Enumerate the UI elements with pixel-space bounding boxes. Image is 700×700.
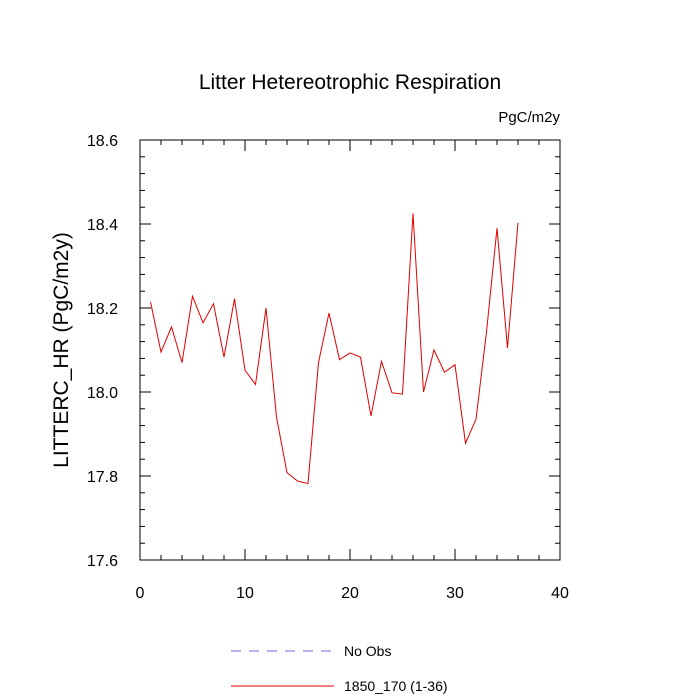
y-tick-label: 17.8 <box>87 469 118 486</box>
x-tick-label: 10 <box>236 585 254 602</box>
x-tick-label: 0 <box>136 585 145 602</box>
y-tick-label: 18.2 <box>87 301 118 318</box>
y-tick-label: 18.6 <box>87 133 118 150</box>
plot-frame <box>139 139 561 561</box>
y-tick-label: 18.0 <box>87 385 118 402</box>
x-tick-label: 20 <box>341 585 359 602</box>
chart-title: Litter Hetereotrophic Respiration <box>199 71 501 94</box>
x-tick-label: 40 <box>551 585 569 602</box>
x-tick-label: 30 <box>446 585 464 602</box>
y-tick-label: 18.4 <box>87 217 118 234</box>
y-tick-label: 17.6 <box>87 553 118 570</box>
units-label: PgC/m2y <box>498 109 560 126</box>
axis-ticks <box>139 139 561 561</box>
legend-label: 1850_170 (1-36) <box>344 678 448 694</box>
legend: No Obs 1850_170 (1-36) <box>231 643 448 694</box>
axis-tick-labels: 0 10 20 30 40 17.6 17.8 18.0 18.2 18.4 18.6 <box>87 133 569 602</box>
series-line-1 <box>150 213 519 485</box>
y-axis-label: LITTERC_HR (PgC/m2y) <box>50 232 73 468</box>
series-lines <box>150 213 519 485</box>
legend-label: No Obs <box>344 643 391 659</box>
